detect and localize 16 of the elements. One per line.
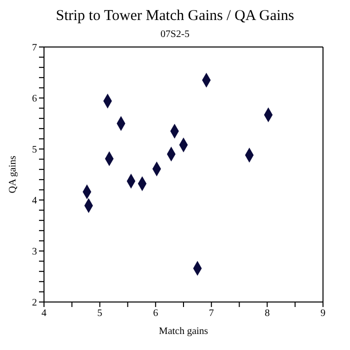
y-tick-label: 6 — [32, 94, 37, 105]
x-tick-label: 8 — [264, 308, 270, 320]
x-tick-label: 7 — [208, 308, 214, 320]
y-axis-title: QA gains — [8, 156, 19, 194]
y-tick-label: 4 — [32, 196, 37, 207]
x-tick-label: 5 — [97, 308, 102, 320]
x-axis-title: Match gains — [158, 326, 208, 337]
x-tick-label: 4 — [42, 308, 46, 320]
y-tick-label: 7 — [32, 42, 37, 54]
y-tick-label: 5 — [32, 144, 37, 156]
y-tick-label: 2 — [32, 298, 37, 309]
chart-subtitle: 07S2-5 — [160, 29, 190, 40]
x-tick-label: 6 — [153, 308, 158, 320]
chart-title: Strip to Tower Match Gains / QA Gains — [54, 8, 296, 25]
y-tick-label: 3 — [32, 246, 37, 258]
x-tick-label: 9 — [320, 308, 326, 320]
